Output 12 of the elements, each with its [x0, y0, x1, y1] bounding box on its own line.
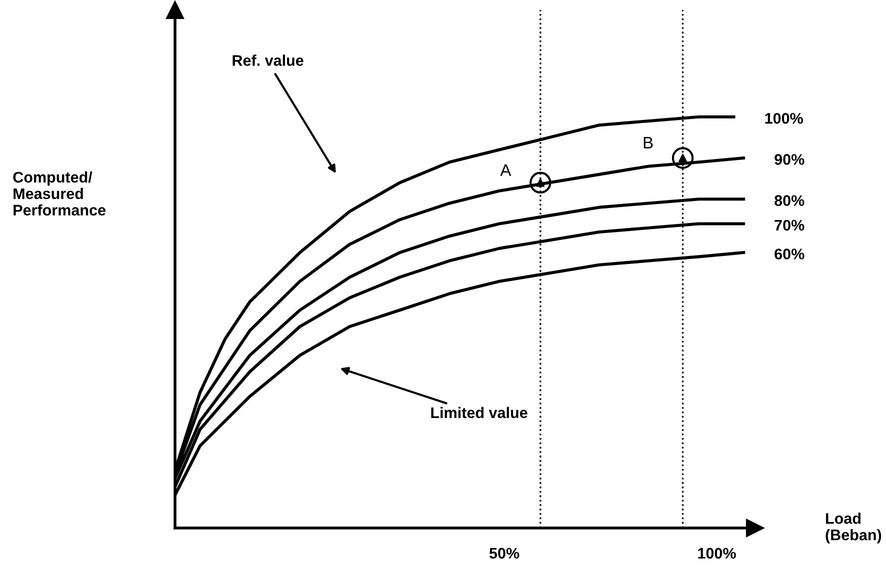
text: Ref. value: [232, 54, 304, 66]
y-axis-title: Computed/ Measured Performance: [13, 171, 106, 216]
x-axis-title: Load (Beban): [826, 512, 882, 544]
text: 80%: [774, 195, 804, 206]
annotation: Limited value: [431, 406, 528, 418]
text: 70%: [774, 220, 804, 231]
text: 100%: [765, 112, 803, 124]
annotation: B: [644, 136, 653, 148]
text: 90%: [774, 154, 804, 165]
annotation: A: [500, 164, 512, 176]
x-tick-label: 50%: [489, 548, 520, 559]
text: 60%: [774, 248, 804, 260]
